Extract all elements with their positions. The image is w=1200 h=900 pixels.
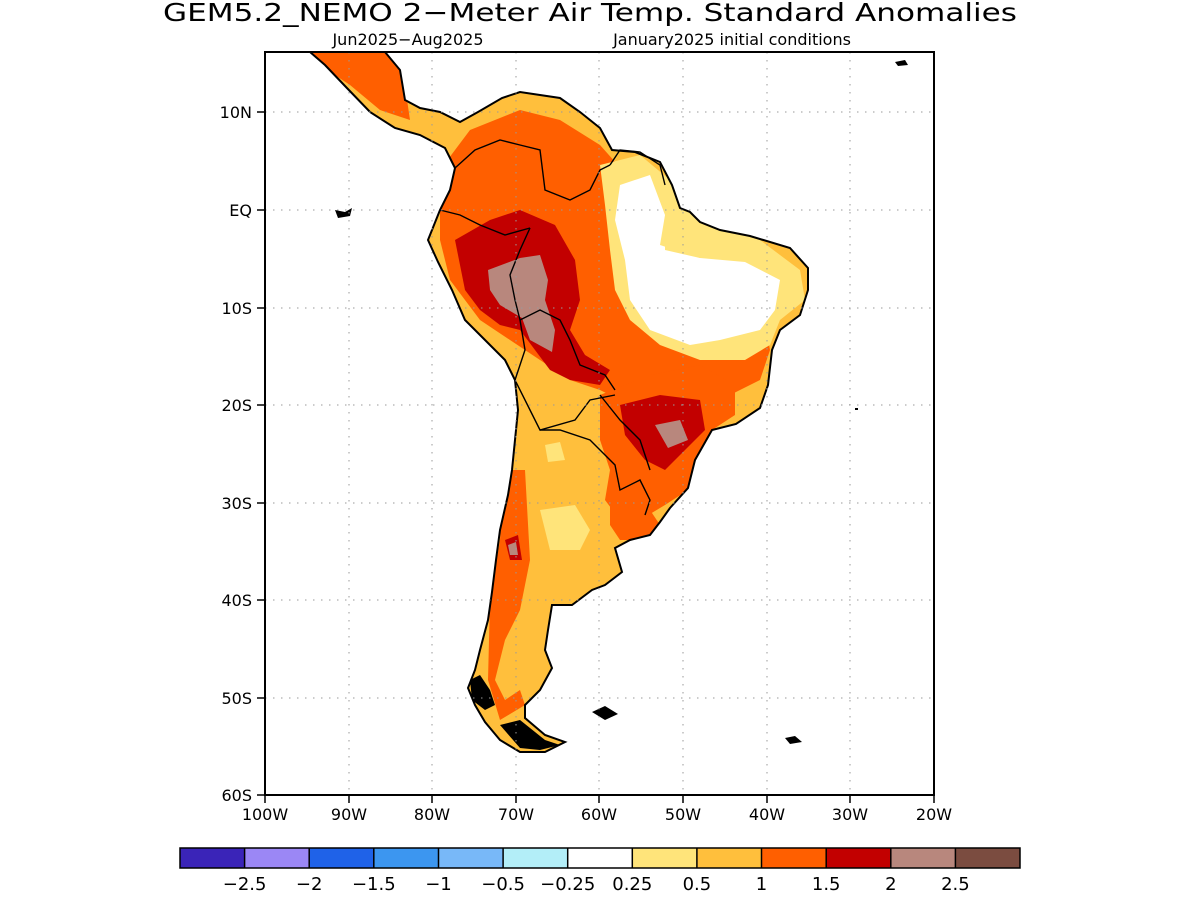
- lon-label-40w: 40W: [749, 805, 785, 824]
- lon-label-100w: 100W: [242, 805, 289, 824]
- lon-label-60w: 60W: [581, 805, 617, 824]
- anomaly-area-1-to-1.5-uruguay: [610, 505, 660, 540]
- colorbar-label-7: 0.25: [612, 874, 652, 895]
- lat-label-20s: 20S: [221, 396, 252, 415]
- lat-label-30s: 30S: [221, 494, 252, 513]
- colorbar-label-10: 1.5: [812, 874, 841, 895]
- colorbar-label-11: 2: [885, 874, 896, 895]
- colorbar-swatch-10: [761, 848, 827, 868]
- anomaly-area-near-zero-northeast-brazil: [615, 175, 780, 345]
- latitude-axis: 10N EQ 10S 20S 30S 40S 50S 60S: [220, 103, 265, 805]
- colorbar-label-4: −1: [425, 874, 452, 895]
- colorbar-swatch-13: [955, 848, 1020, 868]
- lat-label-10s: 10S: [221, 299, 252, 318]
- lon-label-20w: 20W: [916, 805, 952, 824]
- lat-label-10n: 10N: [220, 103, 252, 122]
- lat-label-50s: 50S: [221, 689, 252, 708]
- anomaly-area-0.25-to-0.5-argentina: [540, 505, 590, 550]
- colorbar-label-3: −1.5: [352, 874, 396, 895]
- colorbar-swatch-4: [373, 848, 439, 868]
- lat-label-60s: 60S: [221, 786, 252, 805]
- colorbar-swatch-5: [438, 848, 504, 868]
- lon-label-30w: 30W: [832, 805, 868, 824]
- colorbar-swatch-7: [567, 848, 633, 868]
- anomaly-area-1-to-1.5-chile-argentina: [488, 470, 530, 720]
- lon-label-70w: 70W: [498, 805, 534, 824]
- colorbar-swatch-2: [244, 848, 310, 868]
- coastlines: [309, 51, 809, 753]
- map-subtitle-init: January2025 initial conditions: [612, 30, 851, 49]
- anomaly-area-above-2.5-southeast-brazil: [655, 420, 688, 448]
- map-subtitle-period: Jun2025−Aug2025: [331, 30, 483, 49]
- longitude-axis: 100W 90W 80W 70W 60W 50W 40W 30W 20W: [242, 795, 952, 824]
- lat-label-40s: 40S: [221, 591, 252, 610]
- colorbar-swatch-3: [309, 848, 374, 868]
- colorbar-swatch-6: [503, 848, 568, 868]
- lon-label-80w: 80W: [414, 805, 450, 824]
- colorbar-label-12: 2.5: [941, 874, 970, 895]
- colorbar-label-1: −2.5: [223, 874, 267, 895]
- lon-label-50w: 50W: [665, 805, 701, 824]
- colorbar-swatch-8: [632, 848, 697, 868]
- lat-label-eq: EQ: [229, 201, 252, 220]
- colorbar-label-2: −2: [296, 874, 323, 895]
- country-borders: [439, 139, 666, 516]
- anomaly-area-0.25-to-0.5-north-brazil: [665, 225, 720, 258]
- colorbar: −2.5 −2 −1.5 −1 −0.5 −0.25 0.25 0.5 1 1.…: [179, 847, 1021, 895]
- anomaly-area-above-2.5-central-chile: [508, 542, 518, 555]
- map-title: GEM5.2_NEMO 2−Meter Air Temp. Standard A…: [163, 0, 1017, 27]
- anomaly-area-above-2.5-bolivia: [488, 255, 555, 352]
- colorbar-swatch-9: [696, 848, 762, 868]
- lon-label-90w: 90W: [331, 805, 367, 824]
- colorbar-swatch-11: [826, 848, 891, 868]
- colorbar-label-5: −0.5: [481, 874, 525, 895]
- colorbar-label-6: −0.25: [540, 874, 595, 895]
- colorbar-swatch-1: [180, 848, 245, 868]
- colorbar-label-9: 1: [756, 874, 767, 895]
- colorbar-swatch-12: [890, 848, 956, 868]
- anomaly-area-0.25-to-0.5-argentina-north: [545, 442, 565, 462]
- colorbar-label-8: 0.5: [683, 874, 712, 895]
